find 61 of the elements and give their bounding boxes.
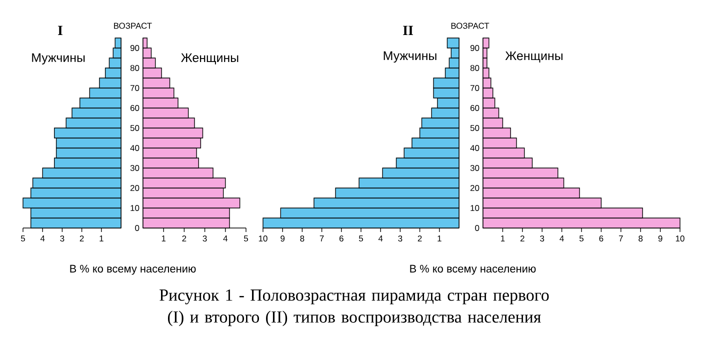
y-tick-label: 70 [470,85,480,91]
x-tick-label: 5 [20,236,26,242]
annotation: Женщины [505,51,562,63]
y-tick-label: 80 [130,65,140,71]
x-tick-label: 4 [560,236,564,242]
x-tick-label: 10 [258,236,268,242]
x-tick-label: 5 [358,236,364,242]
x-tick-label: 8 [638,236,643,242]
x-tick-label: 3 [60,236,64,242]
x-tick-label: 8 [300,236,304,242]
y-tick-label: 40 [470,145,480,151]
text: Рисунок 1 - Половозрастная пирамида стран первого (I) и второго (II) типов воспроизводства населения [160,289,549,326]
x-tick-label: 1 [438,236,442,242]
y-tick-label: 20 [130,185,140,191]
x-tick-label: 9 [658,236,662,242]
annotation: Мужчины [384,51,436,63]
x-tick-label: 9 [280,236,285,242]
y-tick-label: 40 [130,145,140,151]
x-tick-label: 2 [80,236,84,242]
y-tick-label: 0 [135,225,140,231]
x-tick-label: 7 [320,236,324,242]
y-tick-label: 20 [470,185,480,191]
x-tick-label: 4 [223,236,228,242]
y-tick-label: 30 [130,165,140,171]
x-tick-label: 4 [40,236,45,242]
y-tick-label: 90 [130,45,140,51]
x-tick-label: 3 [398,236,402,242]
x-tick-label: 1 [162,236,166,242]
y-tick-label: 30 [470,165,480,171]
y-axis-title: ВОЗРАСТ [114,22,152,29]
x-tick-label: 3 [202,236,207,242]
x-tick-label: 3 [540,236,544,242]
y-axis-title: ВОЗРАСТ [451,22,490,29]
x-axis-title: В % ко всему населению [70,264,196,275]
x-tick-label: 5 [244,236,248,242]
x-tick-label: 2 [520,236,524,242]
chart-title: I [58,26,62,35]
chart-title: II [403,26,413,35]
y-tick-label: 50 [130,125,140,131]
y-tick-label: 0 [475,225,480,231]
x-tick-label: 1 [500,236,505,242]
y-tick-label: 90 [470,45,480,51]
y-tick-label: 60 [130,105,140,111]
x-tick-label: 5 [579,236,584,242]
x-axis-title: В % ко всему населению [410,264,536,275]
y-tick-label: 10 [130,205,140,211]
y-tick-label: 80 [470,65,480,71]
x-tick-label: 6 [339,236,344,242]
x-tick-label: 10 [676,236,684,242]
x-tick-label: 2 [418,236,422,242]
x-tick-label: 6 [599,236,604,242]
annotation: Мужчины [32,53,85,64]
x-tick-label: 2 [182,236,186,242]
y-tick-label: 50 [470,125,480,131]
y-tick-label: 60 [470,105,480,111]
x-tick-label: 4 [378,236,383,242]
x-tick-label: 7 [618,236,623,242]
annotation: Женщины [181,53,238,64]
y-tick-label: 70 [130,85,140,91]
x-tick-label: 1 [100,236,104,242]
y-tick-label: 10 [470,205,480,211]
